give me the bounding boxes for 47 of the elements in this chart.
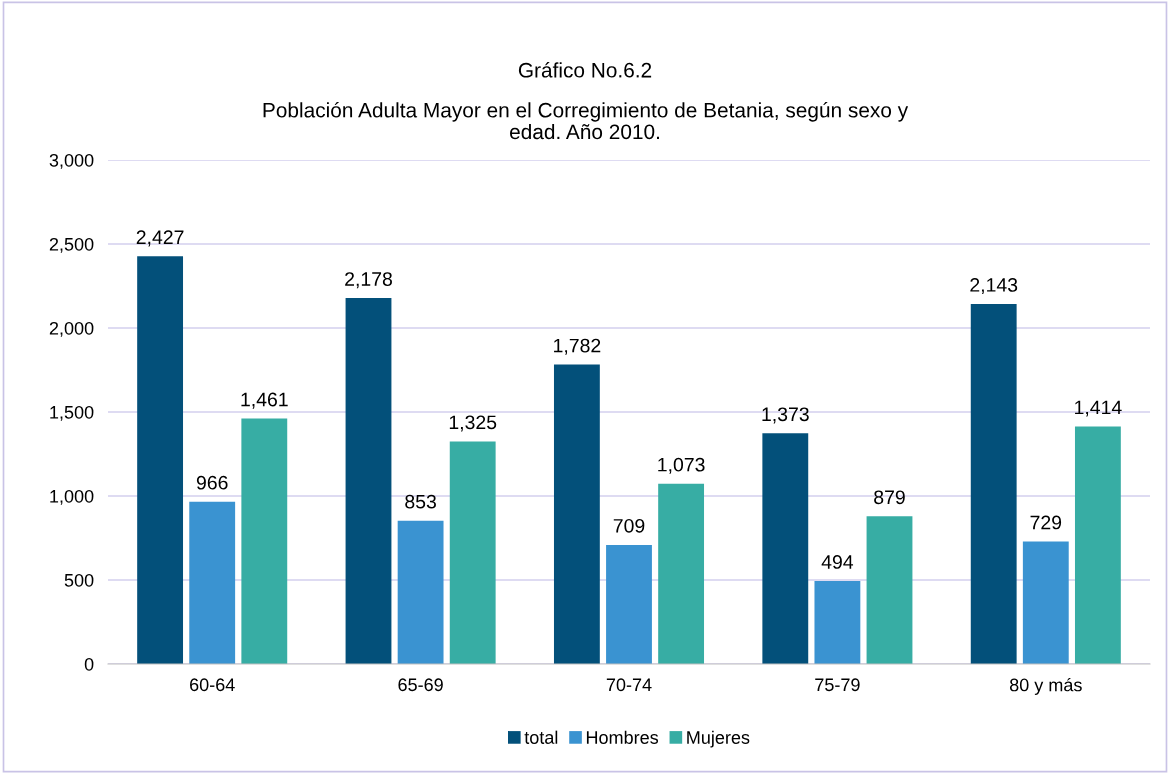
y-tick-label: 2,500 xyxy=(49,237,94,253)
bar xyxy=(137,256,184,664)
bar xyxy=(1022,541,1069,664)
data-label: 729 xyxy=(1030,515,1062,530)
y-tick-label: 3,000 xyxy=(49,153,94,169)
bar xyxy=(606,544,652,664)
data-label: 1,373 xyxy=(762,407,809,424)
legend-label: total xyxy=(524,730,558,744)
data-label: 1,782 xyxy=(554,338,601,355)
bar xyxy=(970,303,1017,664)
bar xyxy=(449,441,496,664)
bar xyxy=(553,364,600,664)
data-label: 1,073 xyxy=(658,457,705,474)
bar xyxy=(345,298,392,664)
legend-label: Mujeres xyxy=(687,730,750,748)
data-label: 879 xyxy=(874,490,905,505)
x-tick-label: 65-69 xyxy=(398,678,443,692)
data-label: 1,461 xyxy=(241,392,288,409)
y-tick-label: 500 xyxy=(64,573,94,587)
bar xyxy=(189,501,236,664)
bar xyxy=(814,581,861,664)
chart-subtitle: Población Adulta Mayor en el Corregimiento de Betania, según sexo y edad. Año 2010. xyxy=(263,102,909,140)
bar xyxy=(241,418,288,664)
y-tick-label: 2,000 xyxy=(49,321,94,337)
y-tick-label: 1,000 xyxy=(50,489,94,505)
data-label: 1,325 xyxy=(449,415,497,432)
bar xyxy=(762,433,809,664)
data-label: 1,414 xyxy=(1075,400,1122,417)
y-tick-label: 1,500 xyxy=(50,405,94,421)
bar xyxy=(1074,426,1121,664)
bar xyxy=(397,520,444,664)
x-tick-label: 80 y más xyxy=(1009,677,1082,695)
data-label: 966 xyxy=(196,475,228,490)
bar xyxy=(866,516,913,664)
x-tick-label: 70-74 xyxy=(606,678,652,692)
legend-label: Hombres xyxy=(586,730,659,744)
x-tick-label: 75-79 xyxy=(815,678,860,692)
chart-title: Gráfico No.6.2 xyxy=(518,62,652,78)
data-label: 2,143 xyxy=(970,278,1018,295)
data-label: 853 xyxy=(405,494,436,509)
y-tick-label: 0 xyxy=(84,657,94,671)
data-label: 2,178 xyxy=(345,272,392,289)
data-label: 709 xyxy=(613,518,645,533)
bar xyxy=(658,483,705,664)
x-tick-label: 60-64 xyxy=(190,678,235,692)
data-label: 494 xyxy=(821,555,854,569)
data-label: 2,427 xyxy=(136,230,184,247)
